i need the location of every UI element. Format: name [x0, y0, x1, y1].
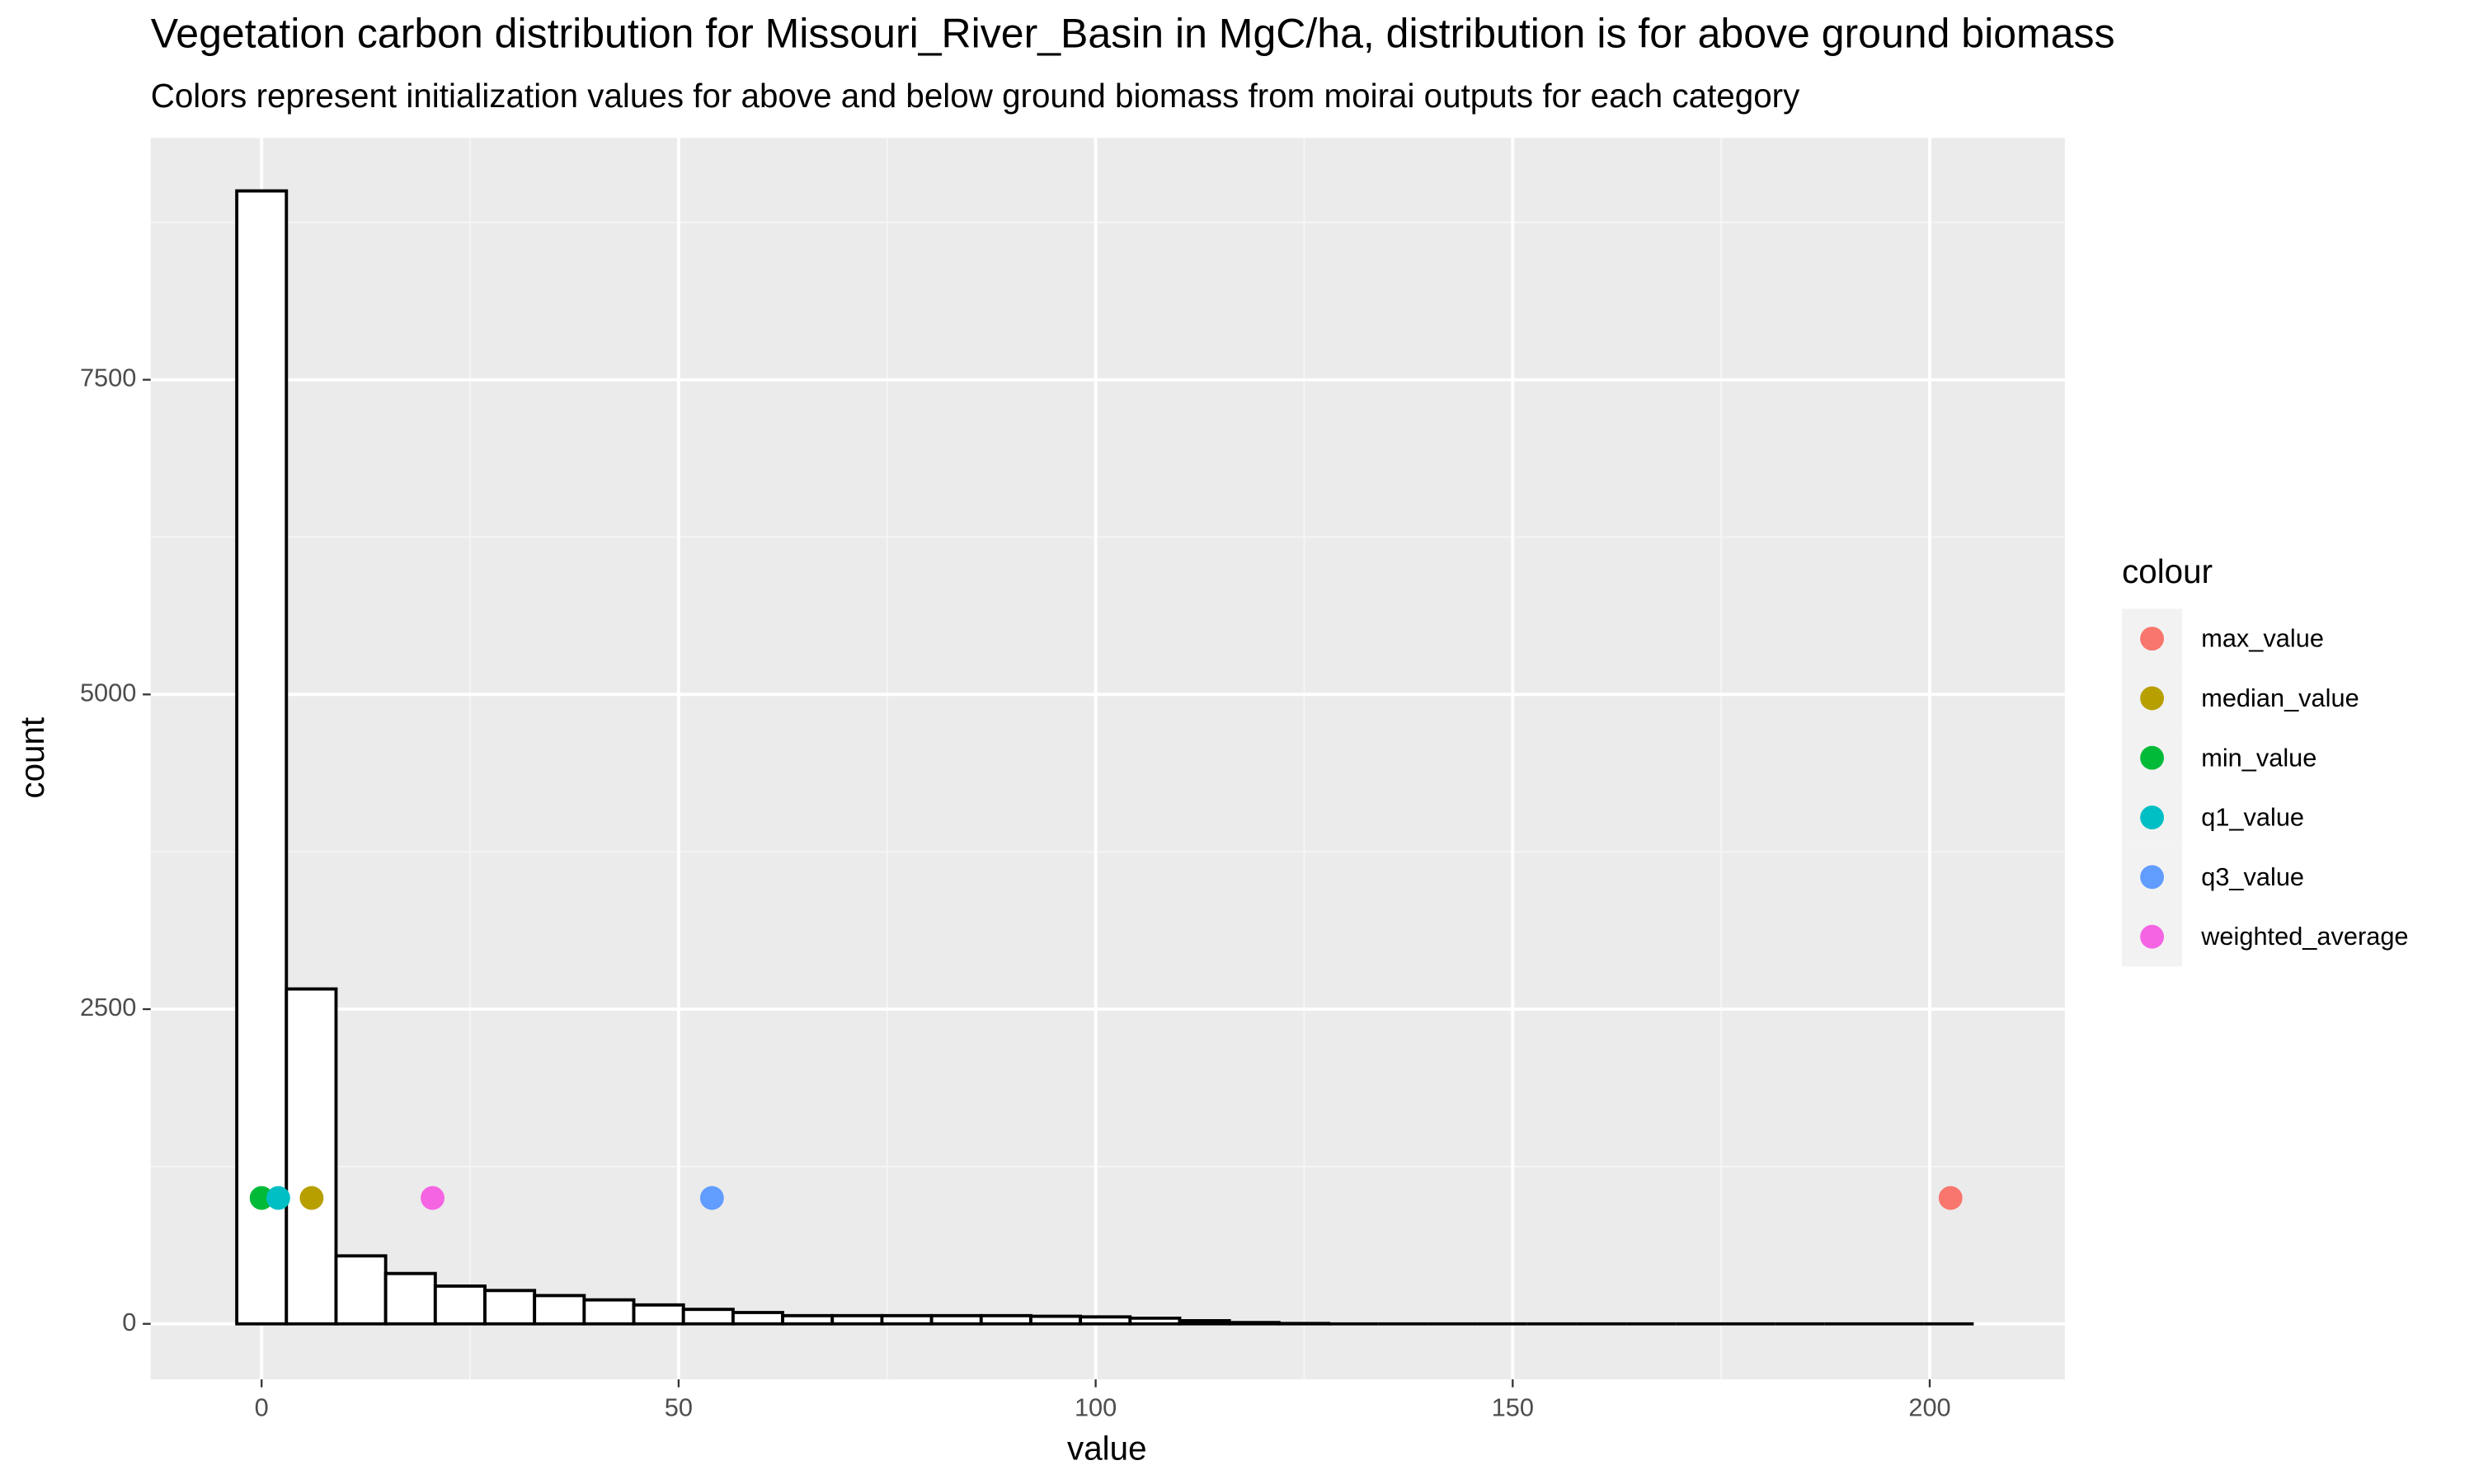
bar [731, 1311, 784, 1326]
bar [235, 189, 289, 1326]
y-tick-label: 5000 [80, 678, 136, 707]
bar [533, 1294, 586, 1326]
y-axis-title: count [13, 717, 51, 799]
y-tick-label: 0 [122, 1308, 136, 1336]
legend-label: min_value [2201, 743, 2316, 772]
chart-title: Vegetation carbon distribution for Misso… [151, 10, 2115, 56]
bar [383, 1271, 437, 1326]
x-axis-title: value [1067, 1429, 1147, 1467]
x-tick-label: 50 [665, 1393, 693, 1422]
point [249, 1186, 274, 1210]
y-tick-label: 2500 [80, 993, 136, 1021]
x-tick-label: 200 [1908, 1393, 1950, 1422]
bar [1029, 1314, 1083, 1326]
legend-marker [2140, 805, 2165, 829]
legend-title: colour [2122, 552, 2213, 590]
legend-marker [2140, 627, 2165, 651]
point [266, 1186, 290, 1210]
point [1938, 1186, 1963, 1210]
bar [334, 1254, 388, 1326]
legend-marker [2140, 924, 2165, 949]
point [299, 1186, 324, 1210]
legend-label: max_value [2201, 624, 2324, 653]
bar [1178, 1319, 1231, 1326]
bar [1079, 1315, 1132, 1326]
legend-marker [2140, 865, 2165, 890]
legend-label: median_value [2201, 683, 2359, 712]
x-tick-label: 0 [255, 1393, 269, 1422]
point [699, 1186, 724, 1210]
bar [582, 1298, 636, 1326]
bar [285, 987, 338, 1326]
bar [632, 1303, 685, 1326]
legend-label: q1_value [2201, 803, 2304, 832]
y-tick-label: 7500 [80, 364, 136, 392]
bar [681, 1308, 735, 1326]
bar [433, 1284, 487, 1326]
x-tick-label: 150 [1492, 1393, 1534, 1422]
bar [880, 1313, 934, 1326]
legend-marker [2140, 686, 2165, 711]
bar [830, 1313, 884, 1326]
legend-label: weighted_average [2200, 922, 2408, 951]
legend-label: q3_value [2201, 862, 2304, 891]
x-tick-label: 100 [1075, 1393, 1117, 1422]
bar [483, 1289, 537, 1326]
bar [1128, 1316, 1182, 1326]
bar [781, 1313, 835, 1326]
legend-marker [2140, 745, 2165, 770]
point [421, 1186, 444, 1210]
chart-subtitle: Colors represent initialization values f… [151, 77, 1800, 115]
bar [979, 1313, 1032, 1326]
bar [929, 1313, 983, 1326]
bar [1227, 1321, 1281, 1326]
